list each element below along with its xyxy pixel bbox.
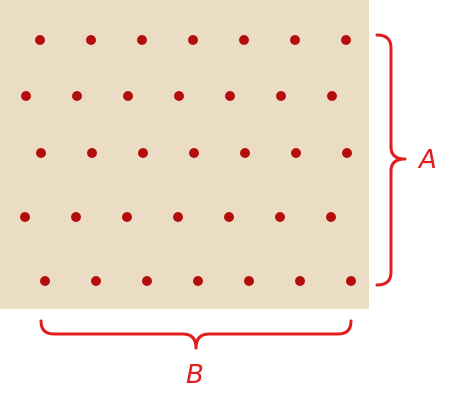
dot — [342, 148, 352, 158]
dot — [173, 212, 183, 222]
dot — [295, 276, 305, 286]
dot — [276, 91, 286, 101]
label-b: B — [186, 360, 204, 390]
dot — [193, 276, 203, 286]
dot — [189, 148, 199, 158]
dot — [188, 35, 198, 45]
dot — [137, 35, 147, 45]
label-a: A — [417, 145, 437, 175]
dot — [225, 91, 235, 101]
dot — [40, 276, 50, 286]
dot — [122, 212, 132, 222]
dot — [91, 276, 101, 286]
dot — [21, 91, 31, 101]
dot — [327, 91, 337, 101]
dot — [35, 35, 45, 45]
dot — [20, 212, 30, 222]
dot — [239, 35, 249, 45]
dot — [346, 276, 356, 286]
dot — [86, 35, 96, 45]
dot — [275, 212, 285, 222]
dot — [291, 148, 301, 158]
dot — [72, 91, 82, 101]
dot — [174, 91, 184, 101]
vertical-brace-a — [375, 33, 407, 287]
dot — [341, 35, 351, 45]
dot — [244, 276, 254, 286]
dot — [290, 35, 300, 45]
dot — [36, 148, 46, 158]
dot — [224, 212, 234, 222]
background-panel — [0, 0, 369, 309]
dot — [87, 148, 97, 158]
dot — [71, 212, 81, 222]
dot-grid — [20, 35, 356, 286]
dot — [123, 91, 133, 101]
dot — [138, 148, 148, 158]
dot — [240, 148, 250, 158]
dot — [326, 212, 336, 222]
horizontal-brace-b — [39, 319, 353, 350]
dot — [142, 276, 152, 286]
